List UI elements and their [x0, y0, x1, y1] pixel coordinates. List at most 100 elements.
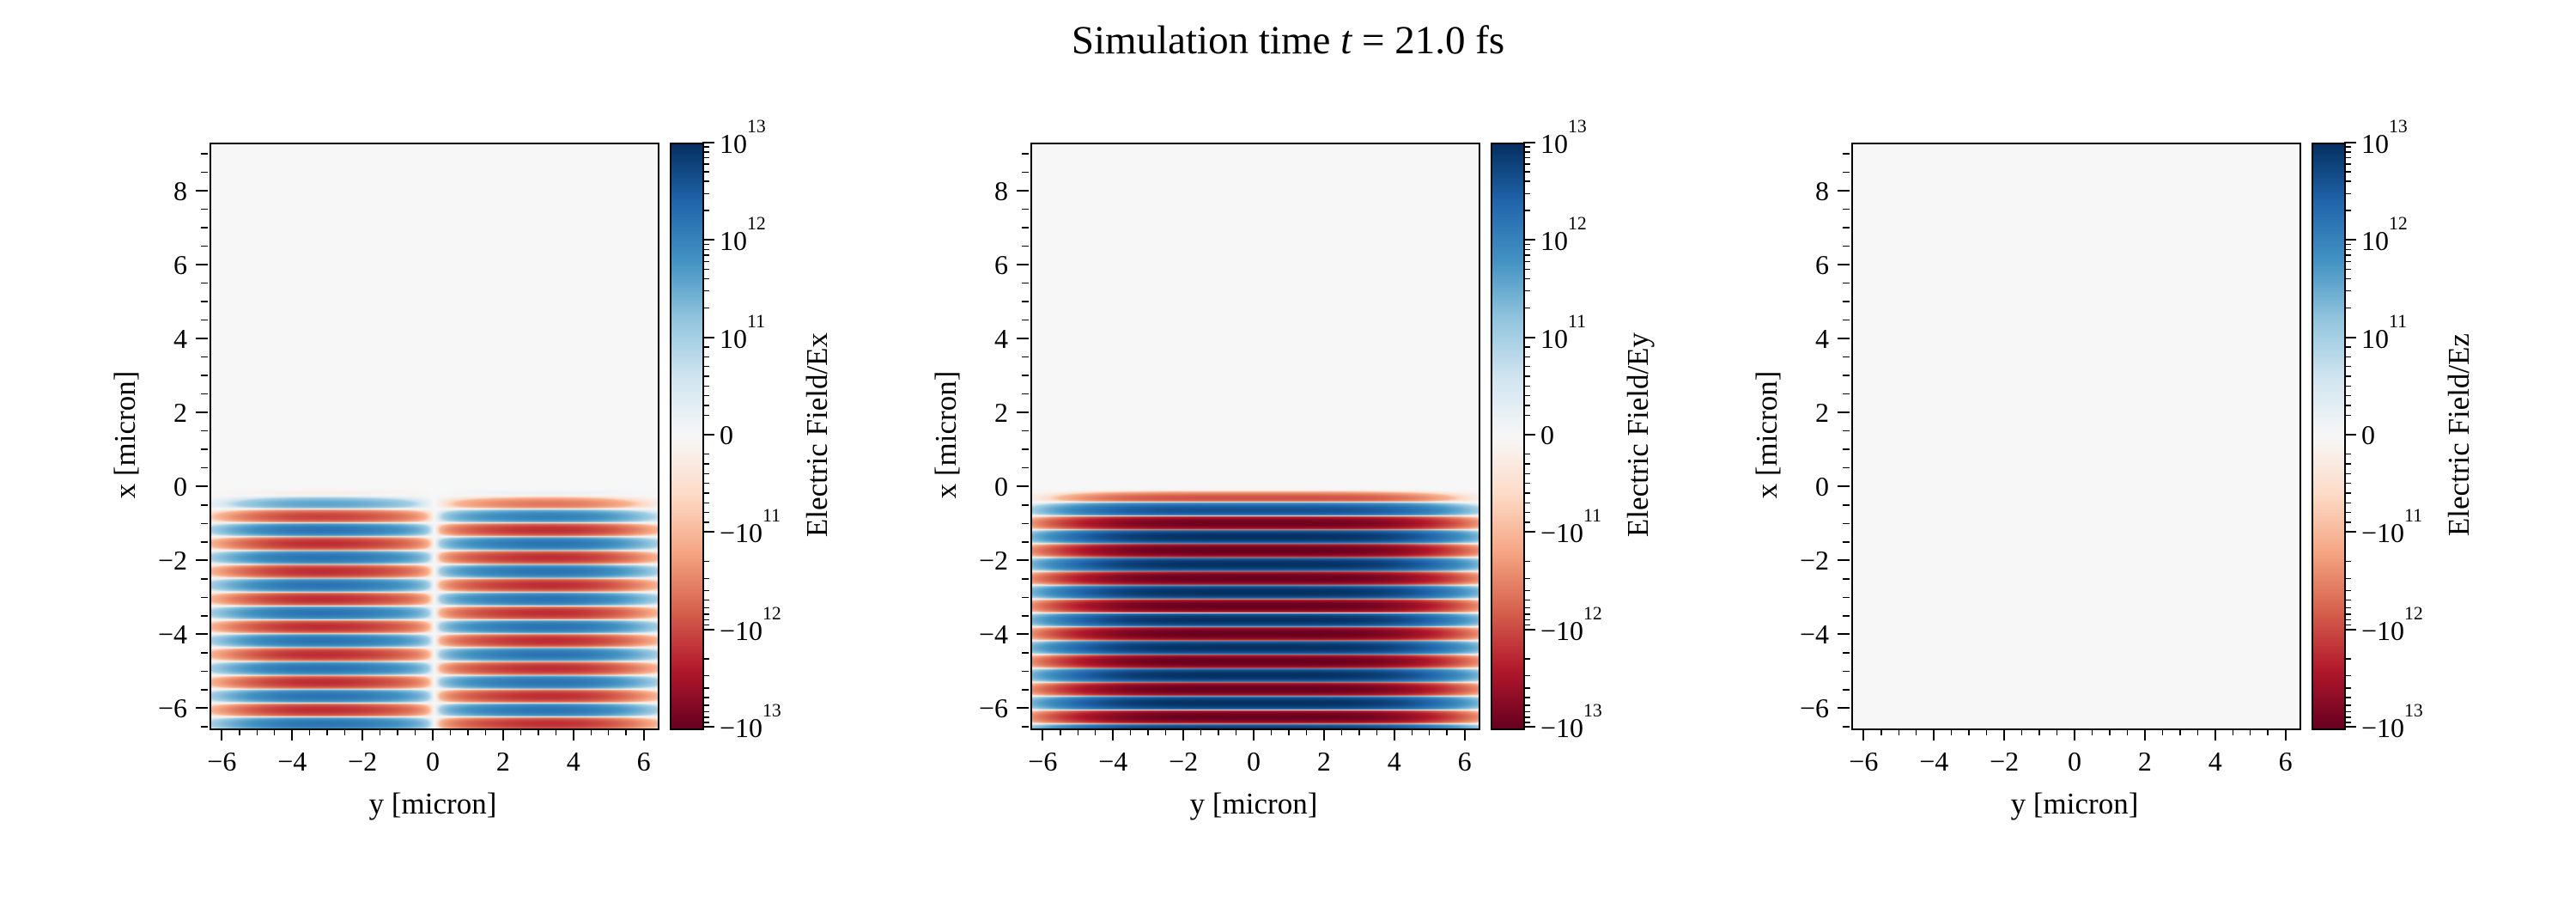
- y-minor-tick: [201, 689, 208, 691]
- x-tick-label: −2: [1169, 746, 1199, 777]
- y-minor-tick: [1022, 504, 1029, 506]
- x-minor-tick: [1235, 728, 1237, 735]
- x-minor-tick: [1411, 728, 1413, 735]
- x-minor-tick: [308, 728, 311, 735]
- y-tick: [196, 559, 208, 562]
- colorbar-minor-tick: [702, 289, 709, 292]
- y-minor-tick: [1843, 541, 1850, 543]
- colorbar-tick-label: 1011: [720, 310, 765, 354]
- colorbar-minor-tick: [1523, 453, 1530, 455]
- x-minor-tick: [2126, 728, 2129, 735]
- colorbar-minor-tick: [1523, 674, 1530, 677]
- colorbar-minor-tick: [1523, 463, 1530, 465]
- x-tick: [501, 728, 504, 740]
- x-minor-tick: [1968, 728, 1970, 735]
- y-minor-tick: [201, 282, 208, 284]
- panel-ey: −6 −4 −2 0 2 4 6 −6 −4 −2 0 2 4 6 8 y [micron] x [micron…: [902, 100, 1674, 856]
- y-tick: [1838, 633, 1850, 636]
- colorbar-tick-label: 1012: [1540, 213, 1587, 257]
- colorbar-minor-tick: [1523, 210, 1530, 211]
- colorbar-minor-tick: [702, 375, 709, 377]
- y-minor-tick: [201, 393, 208, 395]
- heatmap-ez: [1851, 143, 2301, 730]
- x-minor-tick: [538, 728, 539, 735]
- colorbar-minor-tick: [2344, 268, 2351, 271]
- x-minor-tick: [1200, 728, 1202, 735]
- colorbar-minor-tick: [702, 453, 709, 455]
- colorbar-minor-tick: [702, 589, 709, 592]
- colorbar-minor-tick: [702, 606, 709, 609]
- x-tick: [1253, 728, 1255, 740]
- y-tick-label: 0: [1815, 471, 1829, 503]
- x-tick: [2143, 728, 2146, 740]
- colorbar-minor-tick: [1523, 521, 1530, 523]
- x-minor-tick: [1446, 728, 1448, 735]
- colorbar-minor-tick: [2344, 658, 2351, 660]
- x-tick: [1933, 728, 1935, 740]
- colorbar-minor-tick: [702, 365, 709, 368]
- x-tick-label: −2: [1990, 746, 2020, 777]
- colorbar-minor-tick: [702, 192, 709, 194]
- colorbar-tick: [702, 239, 714, 241]
- y-tick: [1017, 189, 1029, 192]
- y-minor-tick: [1022, 171, 1029, 174]
- colorbar-minor-tick: [1523, 697, 1530, 698]
- y-minor-tick: [1022, 522, 1029, 525]
- colorbar-minor-tick: [1523, 254, 1530, 256]
- x-tick: [361, 728, 364, 740]
- y-minor-tick: [1022, 319, 1029, 321]
- colorbar-minor-tick: [1523, 260, 1530, 263]
- y-tick-label: 2: [1815, 397, 1829, 429]
- colorbar-minor-tick: [702, 277, 709, 280]
- x-tick: [432, 728, 434, 740]
- x-minor-tick: [2249, 728, 2251, 735]
- x-axis-label: y [micron]: [368, 787, 497, 820]
- colorbar-minor-tick: [1523, 394, 1530, 397]
- colorbar-tick: [702, 336, 714, 338]
- y-tick: [1017, 707, 1029, 710]
- colorbar-minor-tick: [1523, 356, 1530, 358]
- colorbar-minor-tick: [2344, 704, 2351, 706]
- y-minor-tick: [201, 227, 208, 229]
- y-minor-tick: [201, 153, 208, 155]
- colorbar-minor-tick: [1523, 156, 1530, 159]
- y-tick-label: 4: [994, 323, 1008, 355]
- colorbar-minor-tick: [2344, 613, 2351, 615]
- y-tick: [1017, 559, 1029, 562]
- colorbar-minor-tick: [702, 414, 709, 417]
- y-minor-tick: [1022, 596, 1029, 599]
- colorbar-minor-tick: [702, 463, 709, 465]
- colorbar-minor-tick: [702, 560, 709, 563]
- y-tick: [1838, 189, 1850, 192]
- colorbar-minor-tick: [702, 511, 709, 514]
- colorbar-tick: [702, 531, 714, 533]
- panel-ez: −6 −4 −2 0 2 4 6 −6 −4 −2 0 2 4 6 8 y [micron] x [micron…: [1722, 100, 2495, 856]
- y-tick: [1017, 338, 1029, 340]
- x-minor-tick: [2196, 728, 2199, 735]
- colorbar-minor-tick: [702, 171, 709, 173]
- x-tick: [1463, 728, 1466, 740]
- y-minor-tick: [1843, 282, 1850, 284]
- colorbar-minor-tick: [702, 163, 709, 165]
- colorbar-tick: [1523, 434, 1535, 436]
- y-minor-tick: [201, 245, 208, 247]
- colorbar-tick-label: 1013: [720, 116, 766, 159]
- y-minor-tick: [201, 578, 208, 580]
- colorbar-tick-label: −1011: [1540, 505, 1601, 549]
- y-minor-tick: [1843, 596, 1850, 599]
- colorbar-minor-tick: [1523, 414, 1530, 417]
- colorbar-minor-tick: [2344, 394, 2351, 397]
- x-tick-label: −2: [348, 746, 378, 777]
- y-tick-label: 4: [173, 323, 187, 355]
- y-tick-label: −4: [157, 619, 187, 650]
- title-prefix: Simulation time: [1071, 18, 1341, 63]
- y-minor-tick: [1022, 726, 1029, 728]
- panel-ex: −6 −4 −2 0 2 4 6 −6 −4 −2 0 2 4 6 8 y [micron] x [micron…: [81, 100, 854, 856]
- x-minor-tick: [1376, 728, 1378, 735]
- x-minor-tick: [625, 728, 627, 735]
- colorbar-label: Electric Field/Ey: [1621, 332, 1655, 538]
- colorbar-minor-tick: [702, 254, 709, 256]
- x-minor-tick: [2267, 728, 2269, 735]
- colorbar-minor-tick: [1523, 277, 1530, 280]
- colorbar-minor-tick: [702, 599, 709, 601]
